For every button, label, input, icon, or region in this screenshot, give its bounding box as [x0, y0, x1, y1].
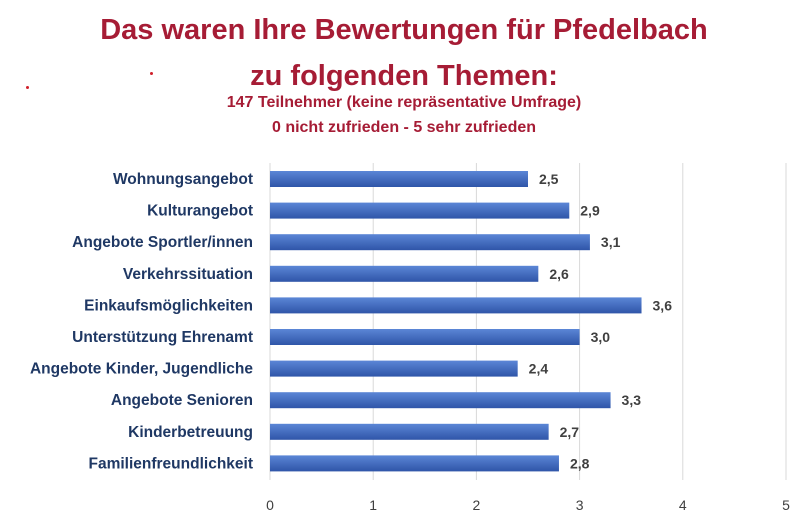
value-label: 3,3: [622, 392, 642, 408]
category-label: Angebote Sportler/innen: [72, 234, 253, 251]
labels: 0 1 2 3 4 5 Wohnungsangebot 2,5 Kulturangebot 2,9…: [30, 171, 790, 513]
category-label: Verkehrssituation: [123, 266, 253, 283]
value-label: 2,8: [570, 455, 590, 471]
value-label: 2,7: [560, 424, 580, 440]
bar-2: [270, 202, 570, 219]
bar-6: [270, 329, 580, 345]
value-label: 2,4: [529, 361, 549, 377]
value-label: 2,9: [580, 203, 600, 219]
decorative-dot-left: [26, 86, 29, 89]
category-label: Kinderbetreuung: [128, 424, 253, 441]
bar-9: [270, 423, 549, 440]
x-tick-label: 1: [369, 497, 377, 513]
category-label: Kulturangebot: [147, 203, 253, 220]
decorative-dot-right: [150, 72, 153, 75]
chart-title: Das waren Ihre Bewertungen für Pfedelbac…: [100, 14, 708, 46]
category-label: Familienfreundlichkeit: [88, 455, 253, 472]
bar-5: [270, 297, 642, 314]
x-tick-label: 2: [473, 497, 481, 513]
category-label: Unterstützung Ehrenamt: [72, 329, 253, 346]
value-label: 2,5: [539, 171, 559, 187]
category-label: Einkaufsmöglichkeiten: [84, 297, 253, 314]
bars: [270, 171, 642, 472]
chart-subtitle: 147 Teilnehmer (keine repräsentative Umf…: [226, 94, 582, 111]
value-label: 3,0: [591, 329, 611, 345]
chart-title-line2: zu folgenden Themen:: [250, 60, 558, 92]
bar-1: [270, 171, 528, 187]
bar-8: [270, 392, 611, 409]
bar-3: [270, 234, 590, 251]
chart-scale-note: 0 nicht zufrieden - 5 sehr zufrieden: [271, 119, 537, 136]
bar-4: [270, 265, 539, 282]
value-label: 3,6: [653, 297, 673, 313]
x-tick-label: 4: [679, 497, 687, 513]
x-tick-label: 3: [576, 497, 584, 513]
bar-10: [270, 455, 559, 472]
value-label: 3,1: [601, 234, 621, 250]
category-label: Wohnungsangebot: [113, 171, 253, 188]
category-label: Angebote Senioren: [111, 392, 253, 409]
bar-7: [270, 360, 518, 377]
value-label: 2,6: [549, 266, 569, 282]
x-tick-label: 0: [266, 497, 274, 513]
x-tick-label: 5: [782, 497, 790, 513]
category-label: Angebote Kinder, Jugendliche: [30, 361, 253, 378]
